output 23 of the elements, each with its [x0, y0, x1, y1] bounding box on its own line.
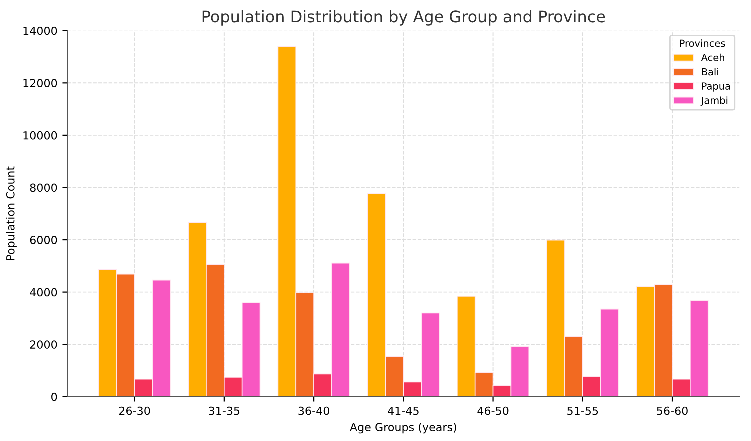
y-tick-label: 2000 [30, 340, 58, 349]
y-tick-label: 6000 [30, 236, 58, 244]
x-axis-title: Age Groups (years) [350, 422, 456, 434]
x-tick-label: 41-45 [388, 406, 419, 416]
y-tick-label: 12000 [24, 79, 58, 88]
y-tick-label: 8000 [30, 184, 58, 192]
y-tick-label: 14000 [24, 26, 58, 36]
y-tick-label: 10000 [24, 131, 58, 140]
legend-label: Aceh [701, 54, 724, 62]
legend-label: Jambi [700, 96, 728, 106]
x-tick-label: 56-60 [657, 406, 688, 416]
y-tick-label: 0 [52, 392, 58, 402]
x-tick-label: 26-30 [119, 406, 150, 416]
chart-title: Population Distribution by Age Group and Province [202, 10, 606, 26]
legend-label: Papua [702, 82, 730, 92]
x-tick-label: 46-50 [478, 406, 509, 416]
x-tick-label: 51-55 [568, 406, 598, 416]
legend-title: Provinces [680, 40, 726, 48]
legend-label: Bali [702, 68, 718, 76]
x-tick-label: 31-35 [209, 406, 240, 416]
y-tick-label: 4000 [30, 288, 58, 297]
y-axis-title: Population Count [6, 166, 17, 260]
x-tick-label: 36-40 [298, 406, 330, 416]
